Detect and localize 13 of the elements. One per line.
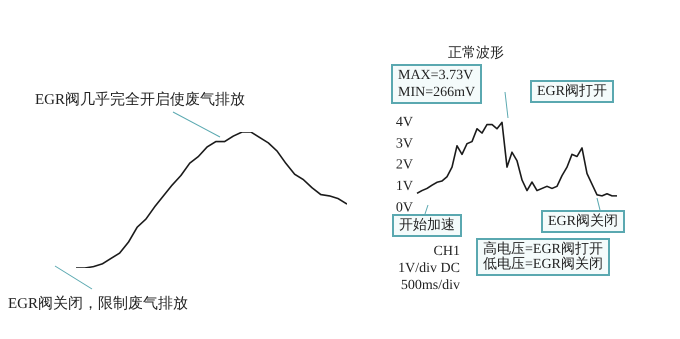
text: EGR阀关闭 — [541, 210, 625, 233]
text: MAX=3.73V MIN=266mV — [391, 64, 482, 104]
y-tick-label: 1V — [396, 178, 413, 194]
text: EGR阀打开 — [530, 80, 614, 103]
text: EGR阀关闭，限制废气排放 — [8, 296, 188, 313]
y-tick-label: 0V — [396, 200, 413, 216]
y-tick-label: 2V — [396, 158, 413, 173]
chart-title: 正常波形 — [448, 44, 504, 62]
text: CH1 1V/div DC 500ms/div — [397, 243, 460, 294]
y-tick-label: 4V — [396, 115, 413, 130]
text: EGR阀几乎完全开启使废气排放 — [35, 92, 245, 109]
y-tick-label: 3V — [396, 136, 413, 152]
text: 开始加速 — [392, 214, 462, 237]
